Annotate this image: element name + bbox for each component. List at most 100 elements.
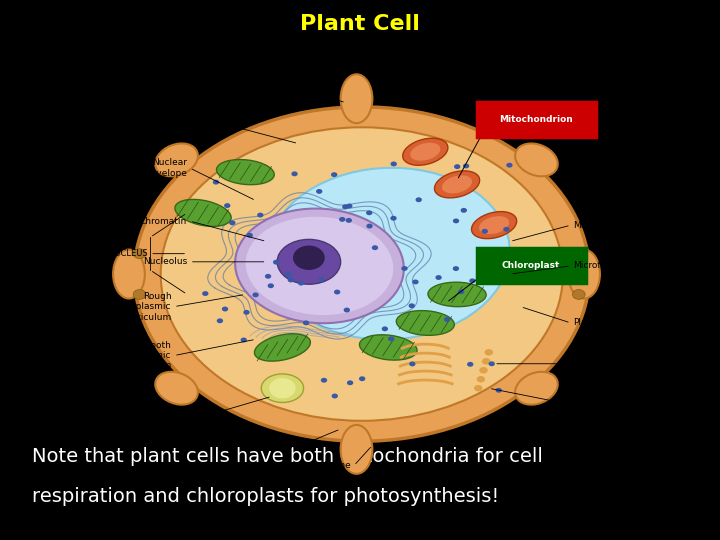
Circle shape <box>461 208 467 213</box>
Circle shape <box>366 211 372 215</box>
Circle shape <box>331 172 338 177</box>
FancyBboxPatch shape <box>477 248 585 284</box>
Circle shape <box>482 229 488 234</box>
Circle shape <box>253 293 258 298</box>
Circle shape <box>436 275 442 280</box>
Text: Smooth
endoplasmic
reticulum: Smooth endoplasmic reticulum <box>114 341 171 370</box>
Circle shape <box>467 362 474 367</box>
Ellipse shape <box>113 249 145 299</box>
Text: Peroxisome: Peroxisome <box>162 408 214 417</box>
Circle shape <box>495 388 502 393</box>
Circle shape <box>288 278 294 282</box>
Text: Nucleolus: Nucleolus <box>143 258 187 266</box>
Circle shape <box>133 249 146 259</box>
Circle shape <box>346 218 352 223</box>
FancyBboxPatch shape <box>477 102 596 137</box>
Ellipse shape <box>434 171 480 198</box>
Circle shape <box>292 171 297 176</box>
Circle shape <box>485 349 493 355</box>
Ellipse shape <box>479 216 509 234</box>
Circle shape <box>366 224 373 228</box>
Text: Chloroplast: Chloroplast <box>502 261 560 271</box>
Ellipse shape <box>176 198 230 228</box>
Ellipse shape <box>156 372 198 404</box>
Ellipse shape <box>134 107 590 441</box>
Ellipse shape <box>472 212 517 239</box>
Text: Microtubules: Microtubules <box>574 221 631 230</box>
Circle shape <box>133 289 146 299</box>
Circle shape <box>482 358 490 365</box>
Text: Mitochondrion: Mitochondrion <box>500 114 573 124</box>
Circle shape <box>222 307 228 312</box>
Circle shape <box>213 180 219 185</box>
Text: Plasma membrane: Plasma membrane <box>266 461 351 470</box>
Ellipse shape <box>216 160 274 184</box>
Text: Chromatin: Chromatin <box>140 217 187 226</box>
Circle shape <box>343 308 350 313</box>
Ellipse shape <box>442 176 472 193</box>
Circle shape <box>268 284 274 288</box>
Circle shape <box>413 280 418 285</box>
Circle shape <box>409 361 415 367</box>
Ellipse shape <box>269 378 296 399</box>
Text: Rough
endoplasmic
reticulum: Rough endoplasmic reticulum <box>114 292 171 321</box>
Text: Plant Cell: Plant Cell <box>300 14 420 35</box>
Text: Central
vacuole: Central vacuole <box>168 110 203 129</box>
Circle shape <box>342 204 348 210</box>
Circle shape <box>469 279 476 284</box>
Circle shape <box>390 161 397 166</box>
Text: Tonoplast: Tonoplast <box>251 82 293 91</box>
Circle shape <box>347 380 354 385</box>
Circle shape <box>224 203 230 208</box>
Circle shape <box>388 336 395 341</box>
Circle shape <box>453 266 459 271</box>
Circle shape <box>318 277 325 282</box>
Ellipse shape <box>341 425 372 474</box>
Ellipse shape <box>410 143 441 161</box>
Ellipse shape <box>341 75 372 123</box>
Text: Cell wall: Cell wall <box>260 441 298 450</box>
Text: Note that plant cells have both mitochondria for cell: Note that plant cells have both mitochon… <box>32 447 544 466</box>
Circle shape <box>506 163 513 167</box>
Circle shape <box>409 303 415 308</box>
Ellipse shape <box>568 249 600 299</box>
Text: Ribosomes: Ribosomes <box>574 359 623 368</box>
Text: Microfilaments: Microfilaments <box>574 261 640 271</box>
Circle shape <box>474 385 482 392</box>
Ellipse shape <box>428 282 486 307</box>
Text: Nuclear
envelope: Nuclear envelope <box>145 158 187 178</box>
Ellipse shape <box>261 374 304 402</box>
Circle shape <box>359 376 365 381</box>
Circle shape <box>229 220 235 225</box>
Ellipse shape <box>256 333 310 362</box>
Circle shape <box>477 376 485 382</box>
Ellipse shape <box>402 138 448 165</box>
Ellipse shape <box>156 144 198 177</box>
Circle shape <box>217 319 223 323</box>
Circle shape <box>240 338 247 342</box>
Circle shape <box>401 266 408 271</box>
Circle shape <box>298 281 305 286</box>
Circle shape <box>273 260 279 265</box>
Circle shape <box>390 216 397 221</box>
Circle shape <box>246 233 253 238</box>
Circle shape <box>339 217 346 222</box>
Circle shape <box>458 289 464 294</box>
Circle shape <box>316 189 323 194</box>
Circle shape <box>257 213 264 218</box>
Ellipse shape <box>515 144 558 177</box>
Circle shape <box>202 291 209 296</box>
Circle shape <box>372 245 378 250</box>
Circle shape <box>463 164 469 168</box>
Circle shape <box>265 274 271 279</box>
Circle shape <box>480 367 487 374</box>
Circle shape <box>454 164 460 169</box>
Circle shape <box>382 326 388 331</box>
Circle shape <box>503 227 510 232</box>
Circle shape <box>321 378 327 383</box>
Text: respiration and chloroplasts for photosynthesis!: respiration and chloroplasts for photosy… <box>32 487 500 507</box>
Circle shape <box>332 394 338 399</box>
Ellipse shape <box>361 333 415 362</box>
Circle shape <box>346 204 353 208</box>
Circle shape <box>444 317 450 322</box>
